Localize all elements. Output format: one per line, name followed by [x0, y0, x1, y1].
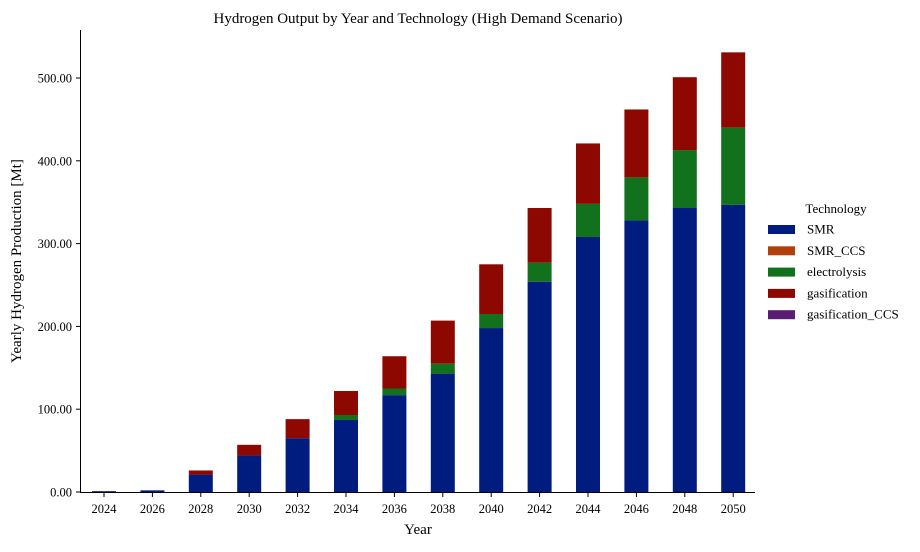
- bar-smr-2050: [721, 204, 746, 492]
- y-tick-label: 200.00: [38, 320, 72, 334]
- x-ticks: 2024 2026 2028 2030 2032 2034 2036 2038 2040 2042…: [92, 493, 746, 516]
- x-tick-label: 2034: [334, 502, 360, 516]
- bar-electrolysis-2040: [479, 313, 504, 329]
- bar-electrolysis-2034: [334, 415, 358, 420]
- bar-electrolysis-2042: [527, 262, 552, 282]
- legend-swatch-gasification: [768, 288, 795, 298]
- axes-layer: [80, 30, 755, 493]
- y-tick-label: 100.00: [38, 403, 72, 417]
- bar-smr-2024: [92, 491, 116, 492]
- bar-gasification-2034: [334, 390, 358, 415]
- legend-label-gasification: gasification: [807, 285, 868, 300]
- bar-smr-2044: [576, 236, 600, 492]
- legend-label-gasification-ccs: gasification_CCS: [807, 307, 899, 322]
- y-tick-label: 300.00: [38, 237, 72, 251]
- y-tick-label: 0.00: [50, 486, 72, 500]
- x-tick-label: 2042: [527, 502, 552, 516]
- bar-smr-2026: [140, 490, 165, 492]
- bar-smr-2034: [334, 419, 358, 492]
- legend-label-smr: SMR: [807, 222, 835, 237]
- bar-electrolysis-2036: [382, 388, 407, 396]
- legend-swatch-smr-ccs: [768, 246, 795, 256]
- bar-electrolysis-2038: [430, 363, 455, 374]
- bar-smr-2032: [285, 438, 310, 492]
- y-axis-title: Yearly Hydrogen Production [Mt]: [9, 159, 25, 363]
- bar-gasification-2042: [527, 208, 552, 263]
- bar-gasification-2036: [382, 356, 407, 389]
- bar-electrolysis-2046: [624, 177, 649, 221]
- legend-label-smr-ccs: SMR_CCS: [807, 243, 866, 258]
- x-tick-label: 2050: [721, 502, 746, 516]
- bar-gasification-2048: [672, 77, 697, 151]
- bar-smr-2036: [382, 395, 407, 492]
- x-tick-label: 2030: [237, 502, 262, 516]
- legend-swatch-electrolysis: [768, 267, 795, 277]
- bar-electrolysis-2050: [721, 127, 746, 205]
- bar-smr-2030: [237, 455, 262, 492]
- x-tick-label: 2036: [382, 502, 407, 516]
- bar-smr-2038: [430, 373, 455, 492]
- legend-title: Technology: [805, 201, 867, 216]
- chart-title: Hydrogen Output by Year and Technology (…: [213, 11, 622, 27]
- y-ticks: 0.00 100.00 200.00 300.00 400.00 500.00: [38, 72, 80, 500]
- bar-gasification-2028: [188, 470, 213, 475]
- x-tick-label: 2024: [92, 502, 118, 516]
- bar-gasification-2040: [479, 264, 504, 314]
- bar-electrolysis-2048: [672, 150, 697, 209]
- legend-swatch-gasification-ccs: [768, 310, 795, 320]
- bar-gasification-2038: [430, 320, 455, 364]
- bar-smr-2028: [188, 474, 213, 492]
- legend-swatch-smr: [768, 225, 795, 234]
- x-tick-label: 2028: [188, 502, 213, 516]
- bars-layer: [92, 52, 746, 492]
- bar-electrolysis-2044: [576, 203, 600, 237]
- bar-gasification-2046: [624, 109, 649, 178]
- legend: Technology SMR SMR_CCS electrolysis gasific…: [768, 201, 899, 322]
- legend-label-electrolysis: electrolysis: [807, 264, 866, 279]
- bar-smr-2042: [527, 281, 552, 492]
- x-tick-label: 2038: [430, 502, 455, 516]
- y-tick-label: 400.00: [38, 154, 72, 168]
- x-axis-title: Year: [404, 522, 432, 538]
- y-tick-label: 500.00: [38, 72, 72, 86]
- bar-gasification-2032: [285, 419, 310, 439]
- bar-gasification-2030: [237, 444, 262, 456]
- x-tick-label: 2046: [624, 502, 649, 516]
- x-tick-label: 2026: [140, 502, 165, 516]
- bar-gasification-2044: [576, 143, 600, 204]
- x-tick-label: 2040: [479, 502, 504, 516]
- x-tick-label: 2048: [672, 502, 697, 516]
- bar-smr-2040: [479, 328, 504, 492]
- x-tick-label: 2032: [285, 502, 310, 516]
- x-tick-label: 2044: [576, 502, 602, 516]
- bar-smr-2046: [624, 220, 649, 492]
- bar-gasification-2050: [721, 52, 746, 128]
- bar-smr-2048: [672, 208, 697, 492]
